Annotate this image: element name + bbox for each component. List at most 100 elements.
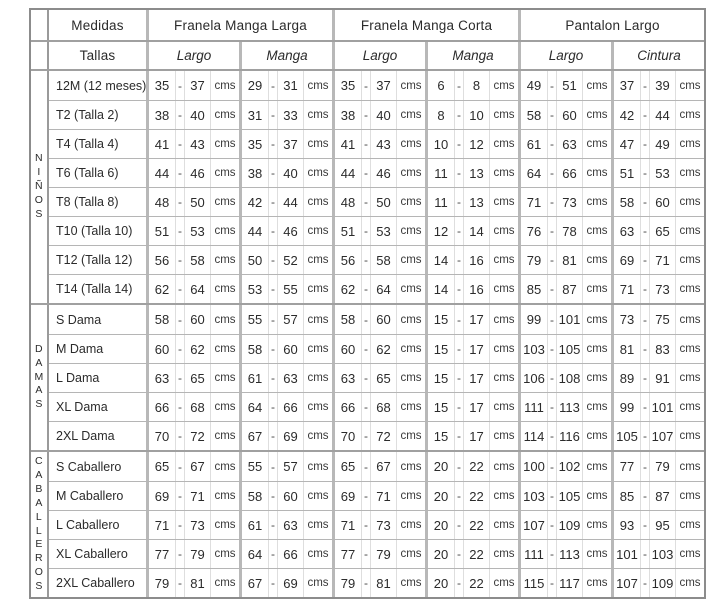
unit-label: cms: [210, 569, 239, 597]
unit-label: cms: [489, 335, 518, 363]
measurement-cell: 11-13 cms: [425, 188, 518, 216]
section-label-letter: S: [35, 398, 43, 411]
measurement-cell: 12-14 cms: [425, 217, 518, 245]
range-dash: -: [175, 482, 184, 510]
range-dash: -: [361, 482, 370, 510]
range-dash: -: [175, 159, 184, 187]
measurement-cell: 56-58 cms: [146, 246, 239, 274]
unit-label: cms: [582, 482, 611, 510]
measurement-cell: 47-49 cms: [611, 130, 704, 158]
unit-label: cms: [210, 422, 239, 450]
range-dash: -: [640, 569, 649, 597]
unit-label: cms: [303, 130, 332, 158]
value-min: 35: [247, 136, 263, 152]
unit-label: cms: [489, 275, 518, 303]
measurement-cell: 11-13 cms: [425, 159, 518, 187]
unit-label: cms: [675, 452, 704, 481]
range-dash: -: [547, 452, 556, 481]
corner-cell: [31, 42, 49, 69]
unit-label: cms: [303, 275, 332, 303]
range-dash: -: [454, 364, 463, 392]
unit-label: cms: [582, 393, 611, 421]
value-min: 20: [433, 517, 449, 533]
value-min: 89: [619, 370, 635, 386]
measurement-cell: 71-73 cms: [332, 511, 425, 539]
range-dash: -: [268, 335, 277, 363]
value-max: 22: [463, 540, 489, 568]
subcolumn-header-cintura: Cintura: [611, 42, 704, 69]
measurement-cell: 20-22 cms: [425, 452, 518, 481]
unit-label: cms: [675, 246, 704, 274]
unit-label: cms: [582, 246, 611, 274]
measurement-cell: 29-31 cms: [239, 71, 332, 100]
value-max: 109: [649, 569, 675, 597]
unit-label: cms: [489, 364, 518, 392]
unit-label: cms: [303, 422, 332, 450]
range-dash: -: [547, 482, 556, 510]
value-min: 41: [340, 136, 356, 152]
range-dash: -: [640, 335, 649, 363]
unit-label: cms: [210, 305, 239, 334]
range-dash: -: [361, 569, 370, 597]
measurement-cell: 111-113 cms: [518, 393, 611, 421]
unit-label: cms: [303, 305, 332, 334]
range-dash: -: [268, 188, 277, 216]
unit-label: cms: [582, 540, 611, 568]
range-dash: -: [175, 246, 184, 274]
section-label-letter: S: [35, 579, 43, 592]
value-max: 37: [277, 130, 303, 158]
value-min: 6: [437, 78, 445, 93]
table-row: T14 (Talla 14) 62-64 cms 53-55 cms 62-64 cms 14…: [49, 274, 704, 303]
measurement-cell: 77-79 cms: [611, 452, 704, 481]
measurement-cell: 115-117 cms: [518, 569, 611, 597]
measurement-cell: 93-95 cms: [611, 511, 704, 539]
section-label-letter: C: [35, 455, 43, 468]
subcolumn-header-row: Tallas Largo Manga Largo Manga Largo Cin…: [31, 42, 704, 71]
unit-label: cms: [396, 71, 425, 100]
value-min: 93: [619, 517, 635, 533]
range-dash: -: [547, 217, 556, 245]
range-dash: -: [268, 246, 277, 274]
range-dash: -: [268, 305, 277, 334]
measurement-cell: 89-91 cms: [611, 364, 704, 392]
unit-label: cms: [489, 569, 518, 597]
value-min: 55: [247, 312, 263, 327]
value-min: 11: [434, 194, 448, 210]
unit-label: cms: [303, 569, 332, 597]
measurement-cell: 55-57 cms: [239, 452, 332, 481]
section-rows: 12M (12 meses) 35-37 cms 29-31 cms 35-37 cms 6-…: [49, 71, 704, 303]
measurement-cell: 67-69 cms: [239, 422, 332, 450]
value-max: 67: [370, 452, 396, 481]
row-label: T10 (Talla 10): [56, 224, 133, 238]
value-min: 48: [340, 194, 356, 210]
unit-label: cms: [396, 188, 425, 216]
value-max: 72: [370, 422, 396, 450]
measurement-cell: 48-50 cms: [146, 188, 239, 216]
range-dash: -: [640, 275, 649, 303]
range-dash: -: [361, 246, 370, 274]
measurement-cell: 41-43 cms: [332, 130, 425, 158]
row-label: T8 (Talla 8): [56, 195, 119, 209]
measurement-cell: 31-33 cms: [239, 101, 332, 129]
value-min: 99: [526, 312, 542, 327]
value-min: 79: [154, 575, 170, 591]
value-min: 42: [247, 194, 263, 210]
value-max: 63: [277, 511, 303, 539]
subcolumn-header-manga: Manga: [425, 42, 518, 69]
value-max: 71: [370, 482, 396, 510]
value-max: 81: [370, 569, 396, 597]
unit-label: cms: [396, 482, 425, 510]
section-label-letter: B: [35, 482, 43, 495]
table-row: XL Caballero 77-79 cms 64-66 cms 77-79 cms 20-2…: [49, 539, 704, 568]
value-min: 11: [434, 165, 448, 181]
range-dash: -: [454, 71, 463, 100]
section-label-letter: L: [35, 510, 43, 523]
value-max: 44: [649, 101, 675, 129]
section-label-letter: O: [34, 193, 44, 206]
measurement-cell: 71-73 cms: [518, 188, 611, 216]
value-max: 83: [649, 335, 675, 363]
subcolumn-header-manga: Manga: [239, 42, 332, 69]
value-min: 38: [154, 107, 170, 123]
value-min: 111: [524, 399, 544, 415]
value-max: 109: [556, 511, 582, 539]
